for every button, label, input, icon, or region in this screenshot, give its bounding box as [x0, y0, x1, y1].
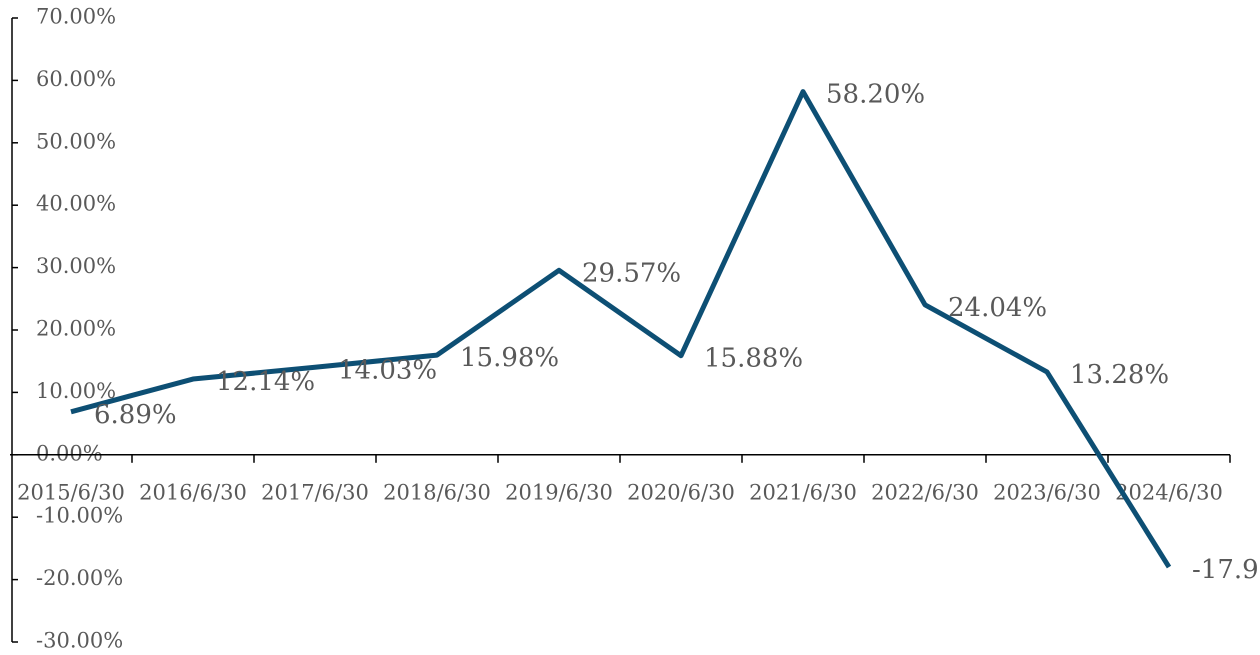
data-label: 14.03% — [338, 355, 437, 385]
data-label: 12.14% — [216, 367, 315, 397]
x-tick-label: 2016/6/30 — [139, 481, 247, 505]
y-tick-label: 10.00% — [36, 379, 116, 403]
data-label: -17.99% — [1192, 555, 1260, 585]
y-tick-label: 50.00% — [36, 129, 116, 153]
data-label: 15.88% — [704, 344, 803, 374]
y-tick-label: 70.00% — [36, 5, 116, 29]
x-tick-label: 2018/6/30 — [383, 481, 491, 505]
data-label: 6.89% — [94, 400, 177, 430]
data-label: 13.28% — [1070, 360, 1169, 390]
x-tick-label: 2020/6/30 — [627, 481, 735, 505]
data-label: 15.98% — [460, 343, 559, 373]
y-tick-label: -20.00% — [36, 566, 123, 590]
y-tick-label: 40.00% — [36, 192, 116, 216]
x-tick-label: 2019/6/30 — [505, 481, 613, 505]
x-tick-label: 2022/6/30 — [871, 481, 979, 505]
line — [70, 89, 1172, 569]
x-tick-label: 2017/6/30 — [261, 481, 369, 505]
y-tick-label: 20.00% — [36, 317, 116, 341]
x-tick-label: 2023/6/30 — [993, 481, 1101, 505]
y-tick-label: -30.00% — [36, 629, 123, 653]
x-tick-label: 2021/6/30 — [749, 481, 857, 505]
x-tick-label: 2015/6/30 — [17, 481, 125, 505]
y-tick-label: 30.00% — [36, 254, 116, 278]
y-tick-label: 0.00% — [36, 441, 103, 465]
x-tick-label: 2024/6/30 — [1115, 481, 1223, 505]
data-label: 29.57% — [582, 258, 681, 288]
data-label: 24.04% — [948, 293, 1047, 323]
data-label: 58.20% — [826, 80, 925, 110]
y-tick-label: 60.00% — [36, 67, 116, 91]
y-tick-label: -10.00% — [36, 504, 123, 528]
